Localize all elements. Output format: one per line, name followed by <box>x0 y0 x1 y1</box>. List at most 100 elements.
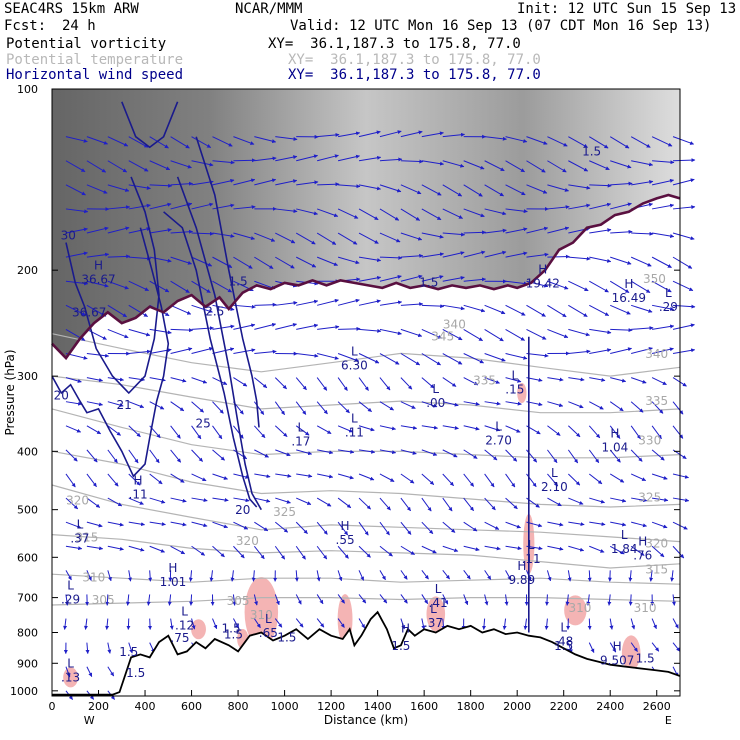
wind-arrow <box>609 618 614 630</box>
wind-arrow <box>254 377 268 389</box>
wind-arrow <box>295 401 307 415</box>
wind-arrow <box>505 570 512 581</box>
wind-arrow <box>316 401 328 415</box>
wind-arrow <box>233 178 256 186</box>
wind-arrow <box>651 473 668 480</box>
pv-contour <box>195 136 260 428</box>
wind-arrow <box>442 545 459 553</box>
wind-arrow <box>86 497 101 508</box>
wind-arrow <box>274 425 288 437</box>
wind-arrow <box>463 570 471 580</box>
wind-arrow <box>316 425 332 435</box>
wind-arrow <box>463 353 484 364</box>
wind-arrow <box>191 180 214 186</box>
wind-arrow <box>463 425 480 431</box>
extremum-value: 9.89 <box>508 573 535 587</box>
wind-arrow <box>275 155 298 162</box>
wind-arrow <box>672 473 689 479</box>
wind-arrow <box>610 229 633 234</box>
wind-arrow <box>526 184 548 194</box>
wind-arrow <box>232 618 240 629</box>
x-tick-label: 1600 <box>410 700 438 713</box>
wind-arrow <box>107 473 119 487</box>
wind-arrow <box>254 449 269 458</box>
wind-arrow <box>191 136 212 148</box>
theta-contour-310 <box>51 573 681 585</box>
wind-arrow <box>484 250 507 258</box>
wind-arrow <box>505 160 525 173</box>
theta-contours <box>51 333 681 606</box>
wind-arrow <box>421 521 434 535</box>
wind-arrow <box>209 570 214 582</box>
wind-arrow <box>421 160 444 166</box>
wind-arrow <box>295 232 316 245</box>
wind-arrow <box>630 401 644 413</box>
wind-arrow <box>275 449 291 457</box>
wind-arrow <box>295 425 310 436</box>
wind-arrow <box>86 377 103 382</box>
extremum-value: .37 <box>424 616 443 630</box>
pv-label: 21 <box>116 398 131 412</box>
wind-arrow <box>337 618 345 628</box>
wind-arrow <box>170 136 190 149</box>
wind-arrow <box>295 377 307 391</box>
pink-shade-region <box>621 635 641 671</box>
extremum-low-marker: L <box>298 420 305 434</box>
wind-arrow <box>295 618 304 628</box>
wind-arrow <box>568 136 588 148</box>
wind-arrow <box>169 618 174 630</box>
wind-arrow <box>358 328 382 333</box>
wind-arrow <box>170 280 190 294</box>
wind-arrow <box>295 545 306 560</box>
wind-arrow <box>128 425 141 438</box>
wind-arrow <box>672 642 681 652</box>
wind-arrow <box>316 208 339 218</box>
wind-arrow <box>547 449 558 464</box>
wind-arrow <box>191 618 196 630</box>
wind-arrow <box>672 205 696 210</box>
wind-arrow <box>463 208 485 218</box>
wind-arrow <box>358 473 375 481</box>
wind-arrow <box>442 401 459 407</box>
wind-arrow <box>296 154 318 162</box>
theta-contour-325 <box>51 450 681 508</box>
field2-name: Potential temperature <box>6 52 184 68</box>
wind-arrow <box>400 274 423 282</box>
wind-arrow <box>421 275 444 282</box>
wind-arrow <box>232 594 237 606</box>
pv-label: 30 <box>61 229 76 243</box>
pv-label: 1.5 <box>554 639 573 653</box>
x-tick-label: 1800 <box>457 700 485 713</box>
wind-arrow <box>505 497 518 510</box>
wind-arrow <box>379 328 402 336</box>
wind-arrow <box>107 226 130 234</box>
wind-arrow <box>400 159 424 164</box>
wind-arrow <box>526 353 549 358</box>
wind-arrow <box>504 594 509 606</box>
wind-arrow <box>526 136 548 145</box>
extremum-low-marker: L <box>495 420 502 434</box>
wind-arrow <box>672 323 695 330</box>
wind-arrow <box>128 184 151 190</box>
wind-arrow <box>442 570 450 580</box>
wind-arrow <box>651 136 673 147</box>
wind-arrow <box>610 304 631 315</box>
wind-arrow <box>379 377 391 391</box>
wind-arrow <box>631 347 653 354</box>
wind-arrow <box>191 401 204 413</box>
wind-arrow <box>463 594 469 606</box>
wind-arrow <box>191 202 214 210</box>
wind-arrow <box>65 449 78 462</box>
wind-arrow <box>107 254 131 259</box>
extremum-value: .65 <box>259 626 278 640</box>
wind-arrow <box>421 304 445 309</box>
wind-arrow <box>652 497 669 502</box>
wind-arrow <box>128 304 148 318</box>
wind-arrow <box>505 251 528 258</box>
wind-arrow <box>358 497 371 510</box>
wind-arrow <box>505 136 528 143</box>
wind-arrow <box>296 353 319 358</box>
wind-arrow <box>610 328 633 333</box>
wind-arrow <box>233 497 250 503</box>
wind-arrow <box>317 298 339 306</box>
